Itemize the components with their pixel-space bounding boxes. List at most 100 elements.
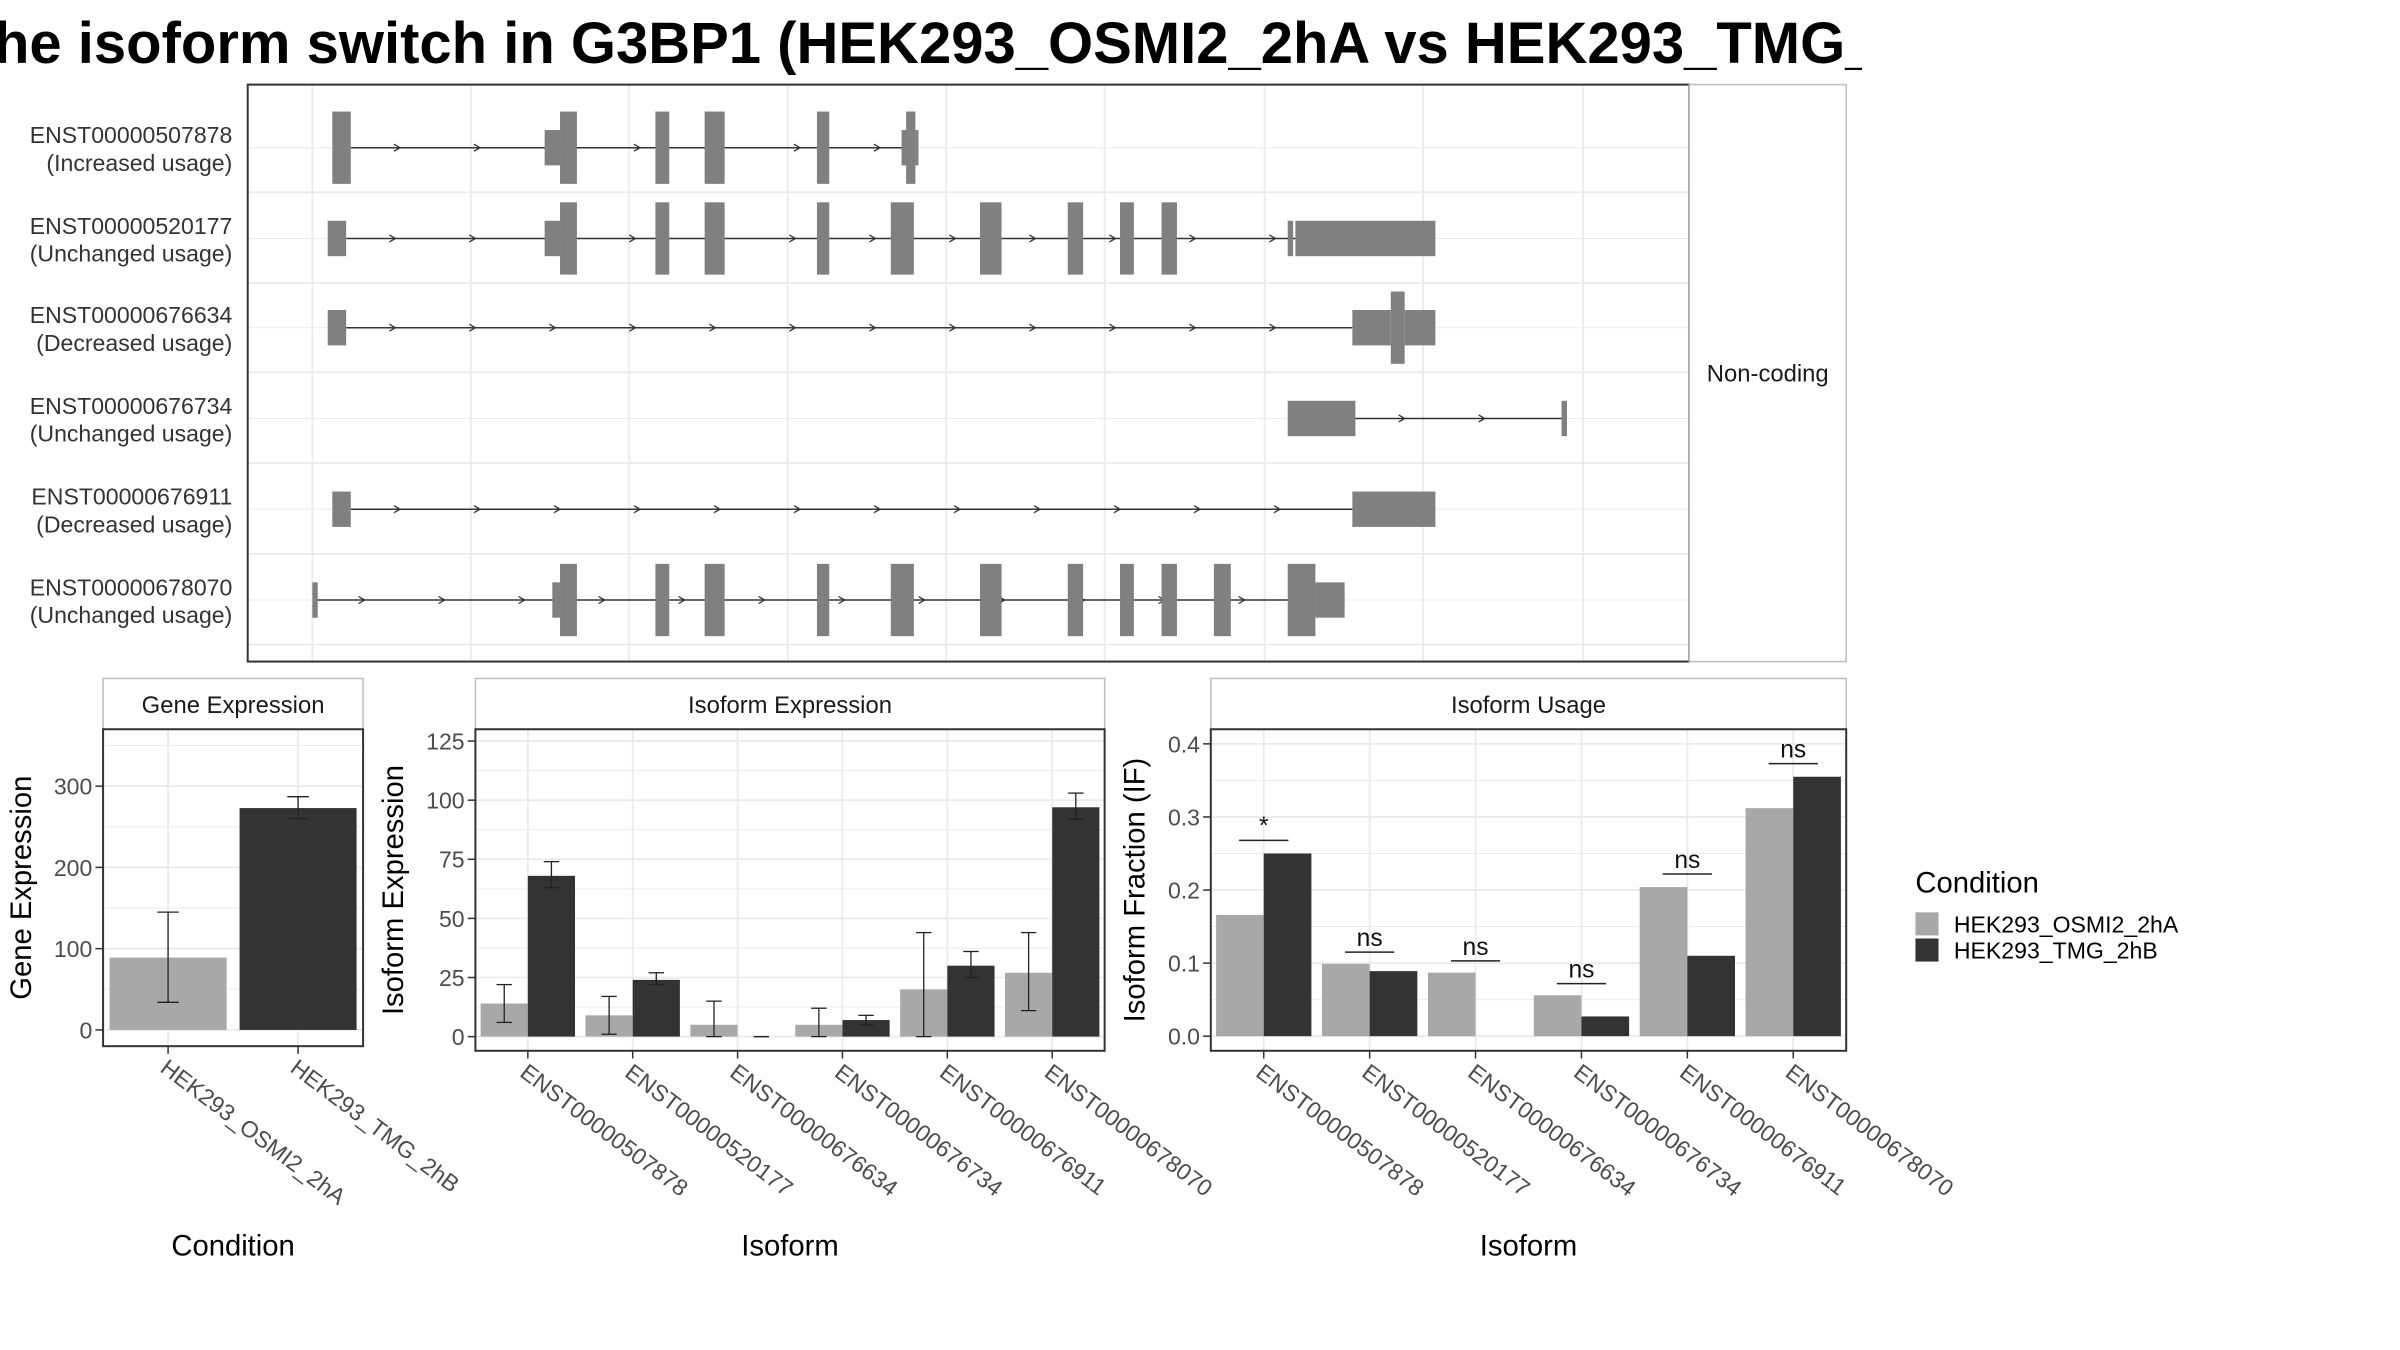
direction-arrow xyxy=(789,234,797,243)
direction-arrow xyxy=(793,505,802,514)
utr-box xyxy=(1352,310,1391,346)
direction-arrow xyxy=(633,505,642,514)
y-axis-title: Gene Expression xyxy=(6,776,38,1000)
x-axis-title: Condition xyxy=(171,1230,294,1262)
direction-arrow xyxy=(1273,505,1282,514)
utr-box xyxy=(1295,220,1436,257)
transcript-id-label: ENST00000676734 xyxy=(30,393,233,419)
direction-arrow xyxy=(518,595,526,605)
transcript-usage-label: (Decreased usage) xyxy=(36,511,232,537)
utr-box xyxy=(1315,582,1345,618)
direction-arrow xyxy=(1109,234,1117,243)
transcript-usage-label: (Increased usage) xyxy=(46,150,232,176)
exon-tick xyxy=(901,130,907,166)
direction-arrow xyxy=(553,505,562,514)
significance-label: ns xyxy=(1357,925,1383,952)
direction-arrow xyxy=(1109,323,1117,332)
direction-arrow xyxy=(1478,414,1486,423)
bar xyxy=(1745,808,1794,1037)
utr-box xyxy=(544,130,561,166)
exon-box xyxy=(704,563,725,637)
exon-box xyxy=(560,111,577,184)
transcript-track xyxy=(327,291,1436,364)
direction-arrow xyxy=(473,505,482,514)
panel-strip xyxy=(474,677,1106,730)
facet-strip-label: Non-coding xyxy=(1707,361,1829,388)
utr-box xyxy=(327,310,347,346)
direction-arrow xyxy=(1193,505,1202,514)
direction-arrow xyxy=(633,143,642,152)
significance-label: ns xyxy=(1568,956,1594,983)
panel-background xyxy=(475,729,1105,1051)
direction-arrow xyxy=(389,323,397,332)
isoform-expression-panel: Isoform Expression 0 25 50 75 100 125 ENST00000… xyxy=(378,677,1217,1262)
direction-arrow xyxy=(629,323,637,332)
y-tick-label: 0.0 xyxy=(1168,1024,1200,1050)
direction-arrow xyxy=(1189,323,1197,332)
x-tick-label: ENST00000507878 xyxy=(516,1059,693,1202)
isoform-usage-panel: Isoform Usage 0.0 0.1 0.2 0.3 0.4 * ns ns ns ns ns E… xyxy=(1120,677,1958,1262)
x-tick-label: ENST00000520177 xyxy=(620,1059,797,1202)
exon-box xyxy=(890,563,914,637)
direction-arrow xyxy=(758,595,766,605)
panel-strip xyxy=(102,677,364,730)
bar xyxy=(1533,995,1582,1037)
direction-arrow xyxy=(1398,414,1406,423)
transcript-id-label: ENST00000520177 xyxy=(30,213,233,239)
y-tick-label: 300 xyxy=(54,774,92,800)
legend-swatch xyxy=(1915,938,1939,962)
utr-box xyxy=(552,582,561,618)
exon-box xyxy=(655,111,670,184)
exon-box xyxy=(704,202,725,275)
significance-label: ns xyxy=(1463,934,1489,961)
direction-arrow xyxy=(793,143,802,152)
y-tick-label: 75 xyxy=(439,847,465,873)
direction-arrow xyxy=(358,595,366,605)
y-tick-label: 0 xyxy=(79,1017,92,1043)
legend-item-label: HEK293_TMG_2hB xyxy=(1954,937,2158,963)
exon-box xyxy=(332,111,351,184)
bar xyxy=(1581,1016,1630,1037)
direction-arrow xyxy=(598,595,606,605)
y-tick-label: 50 xyxy=(439,906,465,932)
exon-box xyxy=(1067,202,1084,275)
bar xyxy=(1369,971,1418,1037)
bar xyxy=(1639,887,1688,1037)
y-tick-label: 200 xyxy=(54,855,92,881)
direction-arrow xyxy=(789,323,797,332)
direction-arrow xyxy=(869,234,877,243)
exon-box xyxy=(1067,563,1084,637)
transcript-usage-label: (Unchanged usage) xyxy=(30,421,233,447)
direction-arrow xyxy=(469,323,477,332)
direction-arrow xyxy=(629,234,637,243)
utr-box xyxy=(915,130,919,166)
direction-arrow xyxy=(678,595,686,605)
exon-tick xyxy=(1287,220,1294,257)
legend-title: Condition xyxy=(1915,867,2038,899)
bar xyxy=(842,1020,890,1037)
direction-arrow xyxy=(389,234,397,243)
panel-border xyxy=(474,728,1106,1052)
exon-box xyxy=(1120,563,1134,637)
x-tick-label: ENST00000676734 xyxy=(830,1059,1008,1202)
direction-arrow xyxy=(393,143,402,152)
direction-arrow xyxy=(438,595,446,605)
direction-arrow xyxy=(473,143,482,152)
y-axis-title: Isoform Expression xyxy=(378,765,410,1015)
transcript-track xyxy=(312,563,1345,637)
utr-box xyxy=(1352,491,1436,527)
significance-label: * xyxy=(1259,813,1269,840)
direction-arrow xyxy=(873,505,882,514)
direction-arrow xyxy=(469,234,477,243)
direction-arrow xyxy=(1033,505,1042,514)
exon-tick xyxy=(1561,400,1567,437)
direction-arrow xyxy=(549,323,557,332)
bar xyxy=(1427,972,1476,1037)
direction-arrow xyxy=(953,505,962,514)
exon-tick xyxy=(312,582,318,618)
transcript-usage-label: (Unchanged usage) xyxy=(30,241,233,267)
significance-label: ns xyxy=(1780,736,1806,763)
transcript-id-label: ENST00000676911 xyxy=(31,484,232,510)
